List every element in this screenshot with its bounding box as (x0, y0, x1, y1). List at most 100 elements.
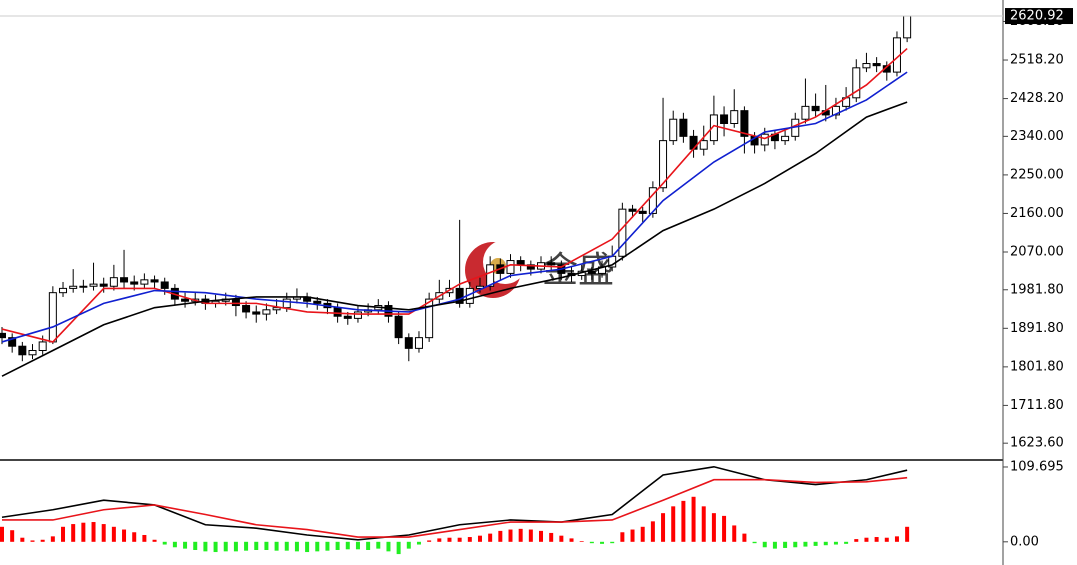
histogram-bar (203, 541, 208, 552)
candle-body (120, 277, 129, 283)
histogram-bar (630, 529, 635, 542)
candle-body (730, 110, 739, 125)
candle-body (181, 298, 190, 302)
histogram-bar (142, 534, 147, 542)
histogram-bar (518, 528, 523, 542)
candle-body (150, 279, 159, 283)
histogram-bar (71, 524, 76, 542)
histogram-bar (132, 532, 137, 542)
histogram-bar (650, 521, 655, 542)
histogram-bar (762, 541, 767, 548)
candle-body (59, 287, 68, 294)
y-tick-label: 2518.20 (1010, 53, 1064, 68)
histogram-bar (193, 541, 198, 550)
candle-body (699, 140, 708, 150)
histogram-bar (396, 541, 401, 555)
candle-body (38, 341, 47, 351)
candle-body (638, 210, 647, 214)
histogram-bar (294, 541, 299, 552)
histogram-bar (325, 541, 330, 551)
candle-body (679, 118, 688, 137)
histogram-bar (61, 526, 66, 542)
histogram-bar (620, 532, 625, 542)
y-tick-label: 2160.00 (1010, 206, 1064, 221)
histogram-bar (437, 538, 442, 542)
histogram-bar (366, 541, 371, 550)
histogram-bar (528, 529, 533, 542)
candle-body (801, 105, 810, 120)
candle-body (262, 309, 271, 315)
histogram-bar (844, 541, 849, 544)
y-tick-label: 1801.80 (1010, 359, 1064, 374)
histogram-bar (752, 541, 757, 544)
line (1, 71, 908, 343)
histogram-bar (111, 526, 116, 542)
y-tick-label: 1623.60 (1010, 436, 1064, 451)
histogram-bar (152, 539, 157, 542)
histogram-bar (50, 536, 55, 542)
candle-body (720, 114, 729, 125)
candle-body (486, 264, 495, 287)
candle-body (648, 187, 657, 214)
candle-body (862, 63, 871, 69)
histogram-bar (20, 537, 25, 542)
histogram-bar (223, 541, 228, 552)
histogram-bar (427, 540, 432, 542)
histogram-bar (833, 541, 838, 545)
histogram-bar (711, 513, 716, 542)
histogram-bar (122, 529, 127, 542)
candle-body (140, 279, 149, 285)
candle-body (689, 135, 698, 150)
candle-body (99, 283, 108, 287)
histogram-bar (244, 541, 249, 551)
histogram-bar (355, 541, 360, 550)
histogram-bar (640, 526, 645, 542)
histogram-bar (610, 541, 615, 544)
candle-body (760, 133, 769, 146)
histogram-bar (81, 522, 86, 542)
candle-body (353, 311, 362, 319)
histogram-bar (742, 533, 747, 542)
candle-body (659, 140, 668, 189)
candle-body (404, 337, 413, 349)
candle-body (109, 277, 118, 287)
histogram-bar (183, 541, 188, 549)
candle-body (231, 298, 240, 307)
histogram-bar (10, 530, 15, 542)
watermark-logo (465, 240, 527, 298)
histogram-bar (488, 533, 493, 542)
histogram-bar (233, 541, 238, 552)
histogram-bar (508, 529, 513, 542)
last-price-box (1005, 8, 1073, 25)
histogram-bar (884, 537, 889, 542)
y-tick-label: 0.00 (1010, 534, 1039, 549)
histogram-bar (722, 515, 727, 542)
histogram-bar (691, 496, 696, 542)
candle-body (547, 262, 556, 266)
candles (0, 15, 912, 362)
candle-body (333, 307, 342, 317)
histogram-bar (600, 541, 605, 544)
candle-body (526, 264, 535, 270)
y-tick-label: 109.695 (1010, 459, 1064, 474)
histogram-bar (457, 537, 462, 542)
histogram-bar (447, 537, 452, 542)
candle-body (740, 110, 749, 137)
histogram-bar (854, 539, 859, 542)
histogram-bar (732, 525, 737, 542)
candle-body (414, 337, 423, 349)
histogram-bar (274, 541, 279, 551)
histogram-bar (783, 541, 788, 548)
candle-body (48, 292, 57, 343)
candle-body (587, 270, 596, 274)
candle-body (252, 311, 261, 315)
candle-body (89, 283, 98, 287)
histogram-bar (793, 541, 798, 548)
y-tick-label: 1711.80 (1010, 398, 1064, 413)
candle-body (852, 67, 861, 99)
histogram-bar (549, 532, 554, 542)
candle-body (130, 281, 139, 285)
candle-body (8, 337, 17, 347)
histogram-bar (467, 537, 472, 542)
